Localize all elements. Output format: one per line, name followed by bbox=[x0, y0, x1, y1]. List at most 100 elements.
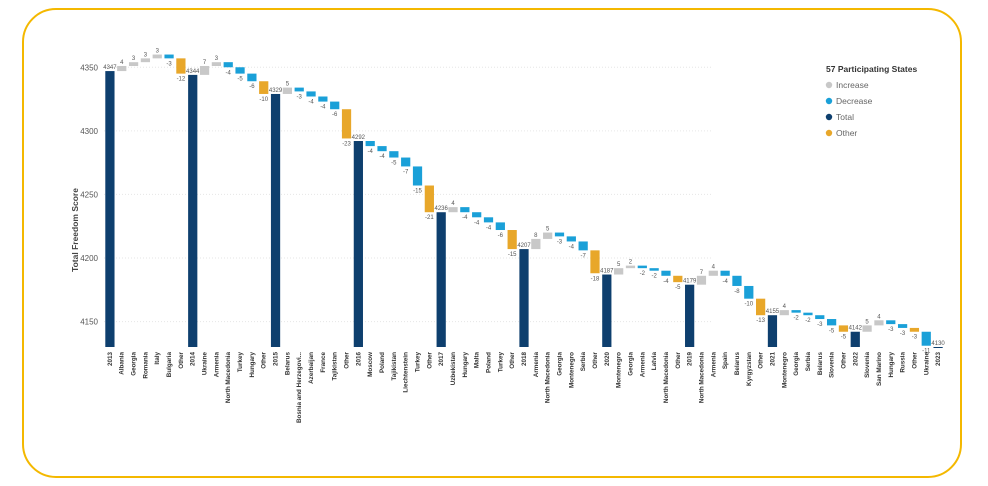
data-label: 2 bbox=[629, 260, 633, 266]
decrease-bar[interactable] bbox=[247, 73, 257, 82]
decrease-bar[interactable] bbox=[554, 232, 565, 237]
decrease-bar[interactable] bbox=[637, 265, 647, 269]
other-bar[interactable] bbox=[259, 81, 269, 94]
other-bar[interactable] bbox=[756, 298, 766, 316]
category-label: France bbox=[320, 352, 327, 373]
data-label: -4 bbox=[379, 154, 385, 160]
decrease-bar[interactable] bbox=[720, 270, 730, 276]
data-label: 4142 bbox=[849, 326, 863, 332]
decrease-bar[interactable] bbox=[897, 324, 908, 328]
decrease-bar[interactable] bbox=[235, 67, 245, 74]
increase-bar[interactable] bbox=[862, 325, 872, 332]
decrease-bar[interactable] bbox=[921, 331, 931, 346]
decrease-bar[interactable] bbox=[732, 275, 742, 286]
category-label: 2021 bbox=[769, 352, 776, 367]
decrease-bar[interactable] bbox=[306, 91, 316, 97]
total-bar[interactable] bbox=[933, 347, 943, 348]
data-label: 4179 bbox=[683, 279, 697, 285]
category-label: Hungary bbox=[462, 352, 469, 378]
legend-title: 57 Participating States bbox=[826, 64, 917, 74]
category-label: Other bbox=[178, 351, 185, 368]
increase-bar[interactable] bbox=[874, 320, 884, 326]
increase-bar[interactable] bbox=[696, 275, 707, 285]
total-bar[interactable] bbox=[353, 141, 363, 347]
total-bar[interactable] bbox=[519, 249, 529, 347]
other-bar[interactable] bbox=[341, 109, 352, 139]
decrease-bar[interactable] bbox=[886, 320, 896, 325]
y-tick-label: 4300 bbox=[80, 127, 98, 136]
increase-bar[interactable] bbox=[625, 265, 636, 269]
increase-bar[interactable] bbox=[708, 270, 718, 276]
increase-bar[interactable] bbox=[117, 65, 127, 72]
other-bar[interactable] bbox=[838, 325, 849, 332]
category-label: North Macedonia bbox=[545, 352, 552, 404]
decrease-bar[interactable] bbox=[483, 217, 494, 223]
increase-bar[interactable] bbox=[614, 268, 624, 275]
category-label: Turkey bbox=[497, 352, 504, 373]
increase-bar[interactable] bbox=[448, 207, 458, 213]
total-bar[interactable] bbox=[105, 71, 115, 347]
increase-bar[interactable] bbox=[128, 62, 139, 66]
increase-bar[interactable] bbox=[211, 62, 222, 66]
total-bar[interactable] bbox=[188, 74, 198, 347]
decrease-bar[interactable] bbox=[472, 212, 482, 218]
decrease-bar[interactable] bbox=[566, 236, 576, 242]
data-label: -2 bbox=[651, 274, 657, 280]
decrease-bar[interactable] bbox=[815, 315, 825, 320]
increase-bar[interactable] bbox=[543, 232, 553, 239]
total-bar[interactable] bbox=[270, 93, 281, 347]
other-bar[interactable] bbox=[176, 58, 186, 74]
data-label: 4187 bbox=[600, 269, 614, 275]
decrease-bar[interactable] bbox=[744, 285, 754, 299]
increase-bar[interactable] bbox=[152, 54, 162, 59]
data-label: 7 bbox=[203, 60, 207, 66]
increase-bar[interactable] bbox=[779, 310, 789, 316]
category-label: Armenia bbox=[533, 352, 540, 378]
category-label: Armenia bbox=[213, 352, 220, 378]
other-bar[interactable] bbox=[507, 230, 517, 250]
data-label: -4 bbox=[722, 279, 728, 285]
decrease-bar[interactable] bbox=[294, 87, 304, 92]
decrease-bar[interactable] bbox=[223, 62, 233, 68]
data-label: -11 bbox=[922, 349, 931, 355]
total-bar[interactable] bbox=[602, 274, 612, 347]
data-label: 5 bbox=[617, 262, 621, 268]
increase-bar[interactable] bbox=[282, 87, 292, 94]
decrease-bar[interactable] bbox=[164, 54, 174, 59]
total-bar[interactable] bbox=[767, 315, 778, 347]
decrease-bar[interactable] bbox=[791, 310, 801, 313]
total-bar[interactable] bbox=[685, 284, 695, 347]
increase-bar[interactable] bbox=[531, 238, 541, 250]
other-bar[interactable] bbox=[673, 275, 683, 283]
data-label: -3 bbox=[557, 239, 563, 245]
category-label: Malta bbox=[474, 352, 481, 369]
data-label: -5 bbox=[391, 161, 397, 167]
other-bar[interactable] bbox=[424, 185, 434, 213]
total-bar[interactable] bbox=[850, 331, 860, 347]
decrease-bar[interactable] bbox=[389, 151, 399, 158]
data-label: -5 bbox=[829, 328, 835, 334]
total-bar[interactable] bbox=[436, 212, 446, 347]
data-label: -10 bbox=[259, 97, 268, 103]
decrease-bar[interactable] bbox=[412, 166, 423, 186]
increase-bar[interactable] bbox=[199, 65, 210, 75]
decrease-bar[interactable] bbox=[330, 101, 340, 110]
decrease-bar[interactable] bbox=[578, 241, 588, 251]
increase-bar[interactable] bbox=[140, 58, 151, 63]
data-label: 4 bbox=[451, 201, 455, 207]
decrease-bar[interactable] bbox=[495, 222, 505, 231]
decrease-bar[interactable] bbox=[803, 312, 813, 316]
other-bar[interactable] bbox=[590, 250, 600, 274]
decrease-bar[interactable] bbox=[826, 319, 837, 326]
other-bar[interactable] bbox=[909, 327, 920, 332]
decrease-bar[interactable] bbox=[460, 207, 470, 213]
decrease-bar[interactable] bbox=[318, 96, 328, 102]
decrease-bar[interactable] bbox=[661, 270, 671, 276]
decrease-bar[interactable] bbox=[401, 157, 411, 167]
data-label: -6 bbox=[498, 233, 504, 239]
decrease-bar[interactable] bbox=[649, 268, 659, 271]
decrease-bar[interactable] bbox=[365, 141, 375, 147]
decrease-bar[interactable] bbox=[377, 146, 387, 152]
category-label: Ukraine bbox=[923, 352, 930, 376]
